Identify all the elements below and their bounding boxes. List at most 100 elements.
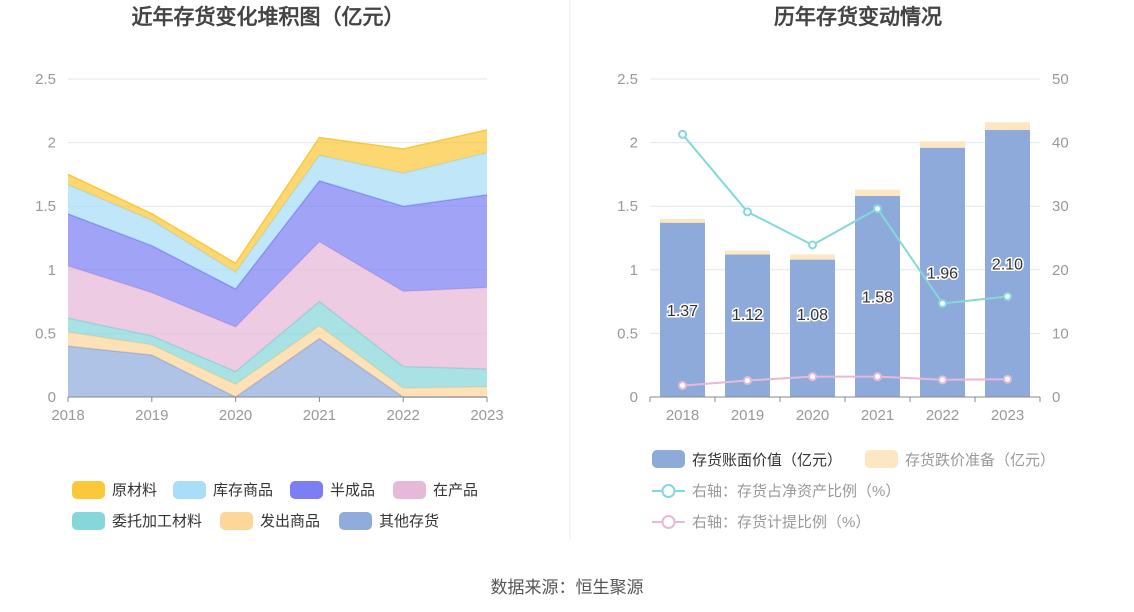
- bar-impairment-reserve[interactable]: [985, 122, 1030, 130]
- area-series-发出商品[interactable]: [68, 325, 487, 397]
- area-edge-半成品: [67, 179, 488, 290]
- legend-item-半成品[interactable]: 半成品: [290, 481, 375, 499]
- legend-item-line-0[interactable]: 右轴：存货占净资产比例（%）: [652, 483, 900, 500]
- bar-book-value[interactable]: [920, 147, 965, 397]
- y-tick-label: 0.5: [617, 325, 638, 342]
- legend-item-原材料[interactable]: 原材料: [72, 481, 157, 499]
- x-tick-label: 2018: [666, 407, 699, 424]
- bar-line-chart: 历年存货变动情况 1.37 1.12 1.08 1.58 1.96 2.10 0 0.5 1 1…: [617, 5, 1069, 531]
- y2-tick-label: 0: [1052, 389, 1060, 406]
- left-chart-title: 近年存货变化堆积图（亿元）: [132, 5, 405, 29]
- y2-tick-label: 20: [1052, 262, 1069, 279]
- legend-label: 原材料: [112, 482, 157, 499]
- legend-item-库存商品[interactable]: 库存商品: [173, 481, 273, 499]
- y-tick-label: 2: [48, 135, 56, 152]
- x-tick-label: 2020: [796, 407, 829, 424]
- legend-marker: [661, 484, 676, 498]
- x-tick-label: 2018: [51, 407, 84, 424]
- legend-label: 其他存货: [379, 513, 439, 530]
- legend-label: 委托加工材料: [112, 513, 202, 530]
- legend-swatch: [72, 481, 105, 499]
- right-chart-title: 历年存货变动情况: [774, 5, 942, 29]
- line-series-1[interactable]: [682, 375, 1008, 387]
- line-point[interactable]: [743, 375, 752, 385]
- y-tick-label: 0: [48, 389, 56, 406]
- line-series-0[interactable]: [681, 133, 1008, 305]
- legend-swatch: [220, 512, 253, 530]
- data-source-note: 数据来源：恒生聚源: [491, 578, 644, 597]
- bar-book-value[interactable]: [660, 222, 705, 397]
- legend-swatch: [339, 512, 372, 530]
- line-point[interactable]: [873, 372, 882, 382]
- y2-tick-label: 30: [1052, 198, 1069, 215]
- bar-impairment-reserve[interactable]: [855, 189, 900, 197]
- bar-value-label: 1.96: [927, 265, 958, 282]
- line-point[interactable]: [873, 204, 882, 214]
- legend-item-impairment[interactable]: 存货跌价准备（亿元）: [865, 450, 1055, 469]
- line-point[interactable]: [678, 129, 687, 139]
- legend-marker: [661, 515, 676, 529]
- y2-tick-label: 50: [1052, 71, 1069, 88]
- legend-label: 在产品: [433, 482, 478, 499]
- y-tick-label: 2: [630, 135, 638, 152]
- bar-impairment-reserve[interactable]: [920, 141, 965, 148]
- y-tick-label: 1: [48, 262, 56, 279]
- stacked-area-chart: 近年存货变化堆积图（亿元） 0 0.5 1 1.5 2 2.5 2018 2019 2020 20…: [35, 5, 504, 530]
- legend-label: 右轴：存货占净资产比例（%）: [692, 483, 900, 500]
- x-tick-label: 2023: [991, 407, 1024, 424]
- y-tick-label: 1.5: [35, 198, 56, 215]
- y-tick-label: 1: [630, 262, 638, 279]
- x-tick-label: 2019: [135, 407, 168, 424]
- bar-value-label: 1.37: [667, 303, 698, 320]
- area-edge-原材料: [67, 129, 488, 265]
- legend-item-在产品[interactable]: 在产品: [393, 481, 478, 499]
- y2-tick-label: 10: [1052, 325, 1069, 342]
- legend-swatch: [652, 450, 685, 468]
- line-point[interactable]: [808, 240, 817, 250]
- legend-swatch: [173, 481, 206, 499]
- legend-item-book-value[interactable]: 存货账面价值（亿元）: [652, 450, 842, 469]
- legend-label: 库存商品: [213, 482, 273, 499]
- x-tick-label: 2022: [926, 407, 959, 424]
- line-point[interactable]: [1003, 292, 1012, 302]
- legend-item-line-1[interactable]: 右轴：存货计提比例（%）: [652, 514, 870, 531]
- legend-item-发出商品[interactable]: 发出商品: [220, 512, 320, 530]
- area-series-委托加工材料[interactable]: [68, 301, 487, 389]
- bar-value-label: 1.12: [732, 307, 763, 324]
- y-tick-label: 2.5: [35, 71, 56, 88]
- x-tick-label: 2021: [303, 407, 336, 424]
- bar-impairment-reserve[interactable]: [725, 250, 770, 255]
- line-point[interactable]: [1003, 374, 1012, 384]
- legend-swatch: [393, 481, 426, 499]
- line-point[interactable]: [743, 207, 752, 217]
- legend-label: 发出商品: [260, 513, 320, 530]
- area-series-在产品[interactable]: [68, 241, 487, 372]
- bar-impairment-reserve[interactable]: [790, 254, 835, 260]
- x-tick-label: 2023: [470, 407, 503, 424]
- bar-book-value[interactable]: [725, 254, 770, 397]
- line-point[interactable]: [808, 372, 817, 382]
- legend-label: 右轴：存货计提比例（%）: [692, 514, 870, 531]
- line-point[interactable]: [678, 381, 687, 391]
- area-series-半成品[interactable]: [68, 180, 487, 327]
- x-tick-label: 2022: [387, 407, 420, 424]
- bar-value-label: 2.10: [992, 256, 1023, 273]
- bar-impairment-reserve[interactable]: [660, 218, 705, 223]
- legend-swatch: [72, 512, 105, 530]
- line-point[interactable]: [938, 375, 947, 385]
- x-tick-label: 2021: [861, 407, 894, 424]
- y2-tick-label: 40: [1052, 135, 1069, 152]
- legend-item-其他存货[interactable]: 其他存货: [339, 512, 439, 530]
- legend-item-委托加工材料[interactable]: 委托加工材料: [72, 512, 202, 530]
- y-tick-label: 2.5: [617, 71, 638, 88]
- area-series-库存商品[interactable]: [68, 152, 487, 289]
- line-point[interactable]: [938, 299, 947, 309]
- bar-book-value[interactable]: [985, 129, 1030, 397]
- bar-value-label: 1.58: [862, 290, 893, 307]
- legend-label: 存货跌价准备（亿元）: [905, 452, 1055, 469]
- legend-label: 存货账面价值（亿元）: [692, 452, 842, 469]
- legend-swatch: [290, 481, 323, 499]
- y-tick-label: 0: [630, 389, 638, 406]
- legend-label: 半成品: [330, 482, 375, 499]
